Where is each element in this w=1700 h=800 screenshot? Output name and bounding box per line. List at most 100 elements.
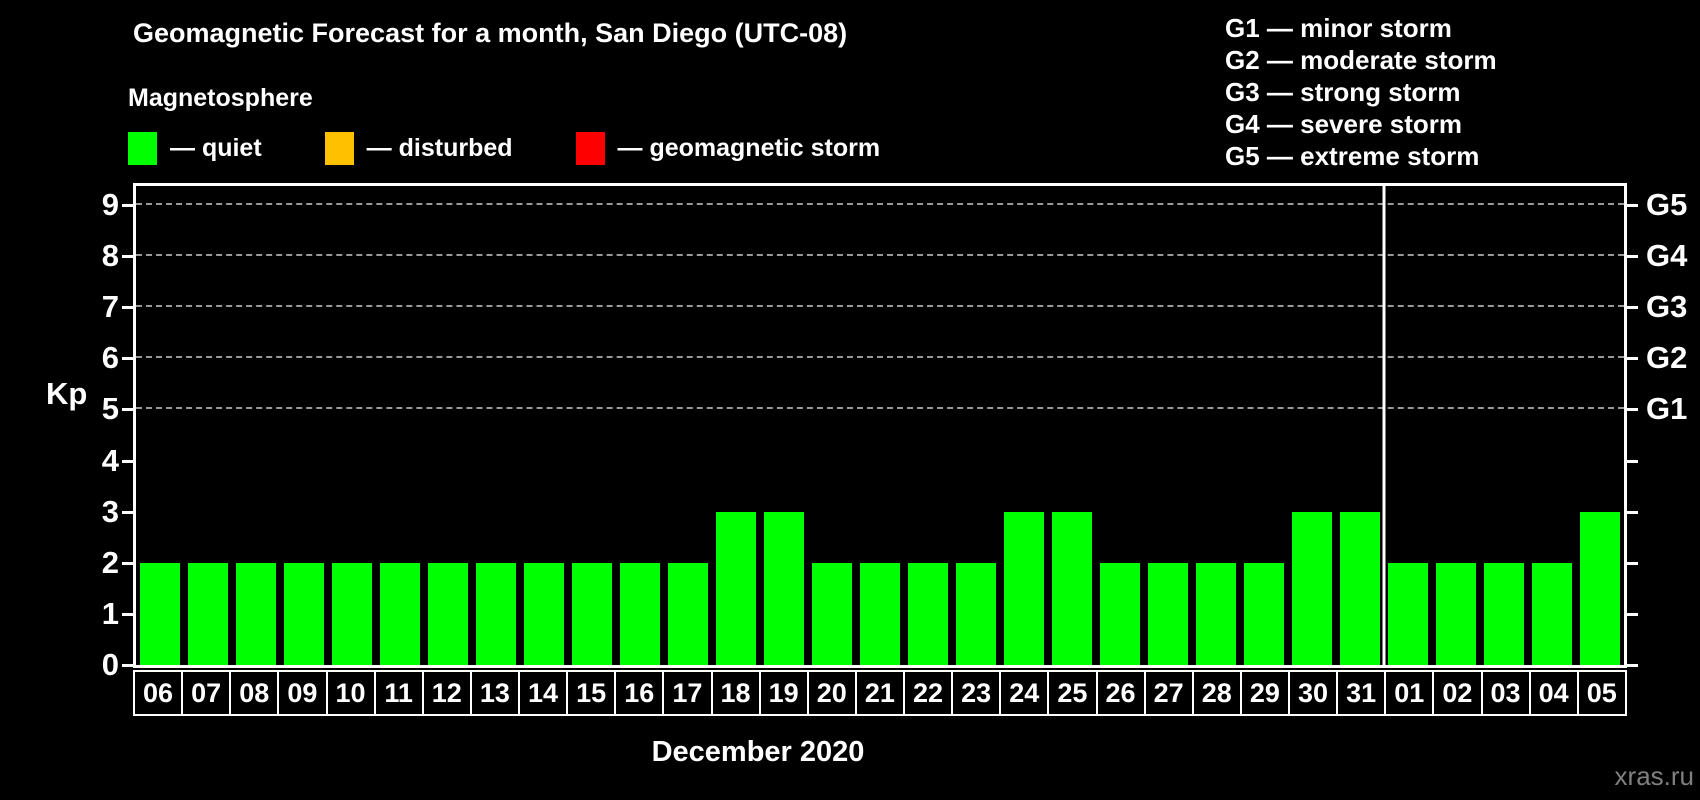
day-label-18: 18 [710,670,761,716]
y-axis-label-9: 9 [101,186,119,222]
day-label-23: 23 [951,670,1002,716]
x-axis-day-row: 06 07 08 09 10 11 12 13 14 15 16 17 18 19 20 21 22 23 24 25… [133,670,1627,716]
y-axis-label-6: 6 [101,340,119,376]
storm-scale-item-g5: G5 — extreme storm [1225,141,1480,171]
legend-item-label-quiet: — quiet [170,134,262,162]
chart-title: Geomagnetic Forecast for a month, San Di… [133,18,848,48]
day-label-09: 09 [277,670,328,716]
day-label-03: 03 [1480,670,1531,716]
y-tick-left-8 [122,255,133,259]
y-tick-left-9 [122,203,133,207]
bar-day-05 [1580,511,1620,665]
storm-scale-legend: G1 — minor storm G2 — moderate storm G3 — … [1225,12,1497,172]
day-label-24: 24 [999,670,1050,716]
legend-item-geomagnetic-storm: — geomagnetic storm [575,132,881,165]
y-tick-right-9 [1627,203,1638,207]
bar-day-06 [140,562,180,665]
y-tick-right-2 [1627,561,1638,565]
day-label-05: 05 [1576,670,1627,716]
bar-day-10 [332,562,372,665]
day-label-15: 15 [566,670,617,716]
storm-scale-item-g3: G3 — strong storm [1225,77,1461,107]
day-label-07: 07 [181,670,232,716]
bar-day-30 [1292,511,1332,665]
bar-day-17 [668,562,708,665]
bar-day-07 [188,562,228,665]
y-tick-right-4 [1627,459,1638,463]
y-tick-left-2 [122,561,133,565]
right-axis-label-G4: G4 [1646,238,1688,274]
bar-day-19 [764,511,804,665]
gridline-kp-9 [136,202,1624,205]
y-axis-title: Kp [46,376,88,411]
y-axis-label-4: 4 [101,442,119,478]
bar-day-03 [1484,562,1524,665]
legend-item-disturbed: — disturbed [324,132,513,165]
bar-day-20 [812,562,852,665]
y-tick-right-6 [1627,357,1638,361]
day-label-28: 28 [1191,670,1242,716]
y-axis-label-2: 2 [101,544,119,580]
y-tick-right-3 [1627,510,1638,514]
bar-day-09 [284,562,324,665]
day-label-08: 08 [229,670,280,716]
y-tick-right-0 [1627,664,1638,667]
day-label-01: 01 [1384,670,1435,716]
bar-day-11 [380,562,420,665]
y-tick-left-1 [122,612,133,616]
y-tick-left-0 [122,664,133,667]
bar-day-18 [716,511,756,665]
magnetosphere-legend-items: — quiet — disturbed — geomagnetic storm [128,130,880,167]
storm-scale-item-g4: G4 — severe storm [1225,109,1463,139]
y-axis-label-1: 1 [101,595,119,631]
day-label-25: 25 [1047,670,1098,716]
bar-day-31 [1340,511,1380,665]
y-tick-left-5 [122,408,133,412]
geomagnetic-storm-swatch [575,132,605,165]
day-label-21: 21 [854,670,905,716]
bar-day-14 [524,562,564,665]
legend-item-label-geomagnetic-storm: — geomagnetic storm [617,134,881,162]
disturbed-swatch [324,132,354,165]
storm-scale-item-g2: G2 — moderate storm [1225,45,1497,75]
day-label-31: 31 [1336,670,1387,716]
y-tick-left-3 [122,510,133,514]
y-axis-label-7: 7 [101,289,119,325]
day-label-14: 14 [518,670,569,716]
right-axis-label-G3: G3 [1646,289,1688,325]
bar-day-13 [476,562,516,665]
y-axis-label-0: 0 [101,647,119,682]
day-label-22: 22 [903,670,954,716]
day-label-20: 20 [806,670,857,716]
right-axis-label-G2: G2 [1646,340,1688,376]
bar-day-24 [1004,511,1044,665]
day-label-30: 30 [1288,670,1339,716]
y-tick-left-4 [122,459,133,463]
quiet-swatch [128,132,157,165]
bar-day-29 [1244,562,1284,665]
right-axis-label-G5: G5 [1646,186,1688,222]
gridline-kp-6 [136,356,1624,359]
y-tick-right-7 [1627,306,1638,310]
day-label-26: 26 [1095,670,1146,716]
bar-day-15 [572,562,612,665]
day-label-29: 29 [1239,670,1290,716]
bar-day-21 [860,562,900,665]
bar-day-08 [236,562,276,665]
bar-day-02 [1436,562,1476,665]
bar-day-12 [428,562,468,665]
day-label-17: 17 [662,670,713,716]
day-label-11: 11 [373,670,424,716]
y-axis-label-3: 3 [101,493,119,529]
bar-day-01 [1388,562,1428,665]
storm-scale-item-g1: G1 — minor storm [1225,13,1452,43]
day-label-19: 19 [758,670,809,716]
y-axis-label-5: 5 [101,391,119,427]
y-tick-right-1 [1627,612,1638,616]
gridline-kp-7 [136,305,1624,308]
x-axis-title: December 2020 [651,736,865,768]
legend-item-label-disturbed: — disturbed [366,134,513,162]
bar-day-16 [620,562,660,665]
day-label-27: 27 [1143,670,1194,716]
